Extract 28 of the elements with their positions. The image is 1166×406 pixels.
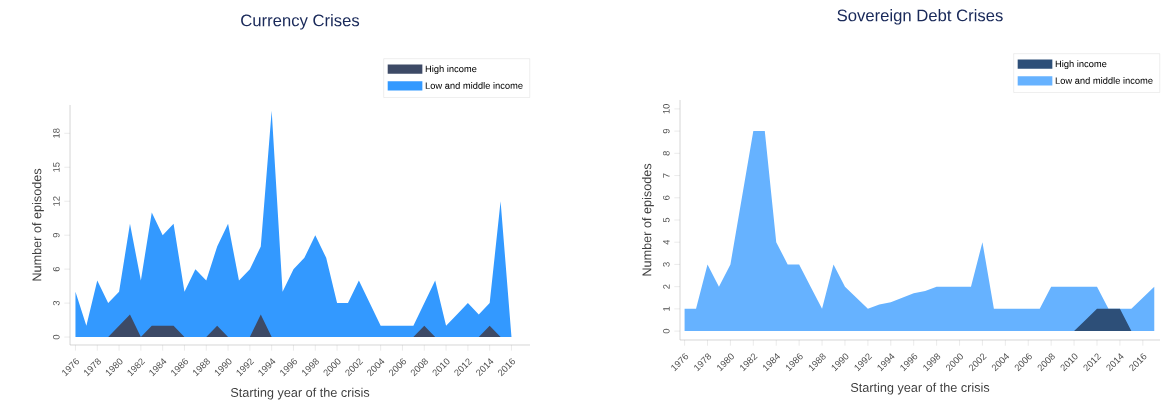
y-axis-title: Number of episodes (642, 163, 654, 276)
y-tick-label: 0 (663, 328, 670, 334)
y-tick-label: 3 (53, 300, 60, 306)
y-tick-label: 2 (663, 284, 670, 289)
legend-label: High income (1055, 60, 1107, 70)
y-tick-label: 4 (663, 239, 670, 245)
y-tick-label: 7 (663, 173, 670, 178)
chart-title: Currency Crises (241, 14, 360, 30)
y-axis-title: Number of episodes (32, 168, 44, 281)
y-tick-label: 10 (663, 104, 670, 114)
y-tick-label: 18 (53, 128, 60, 138)
y-tick-label: 8 (663, 151, 670, 156)
y-tick-label: 3 (663, 262, 670, 267)
y-tick-label: 6 (663, 195, 670, 200)
y-tick-label: 9 (53, 233, 60, 238)
y-tick-label: 9 (663, 128, 670, 134)
legend-label: Low and middle income (1055, 77, 1153, 84)
y-tick-label: 6 (53, 266, 60, 272)
legend-label: Low and middle income (425, 82, 523, 89)
y-tick-label: 15 (53, 162, 60, 172)
y-tick-label: 0 (53, 334, 60, 340)
y-tick-label: 12 (53, 196, 60, 206)
y-tick-label: 5 (663, 217, 670, 223)
legend-label: High income (425, 65, 477, 75)
x-axis-title: Starting year of the crisis (850, 382, 990, 395)
x-axis-title: Starting year of the crisis (230, 387, 370, 400)
chart-title: Sovereign Debt Crises (837, 9, 1003, 25)
y-tick-label: 1 (663, 306, 670, 311)
